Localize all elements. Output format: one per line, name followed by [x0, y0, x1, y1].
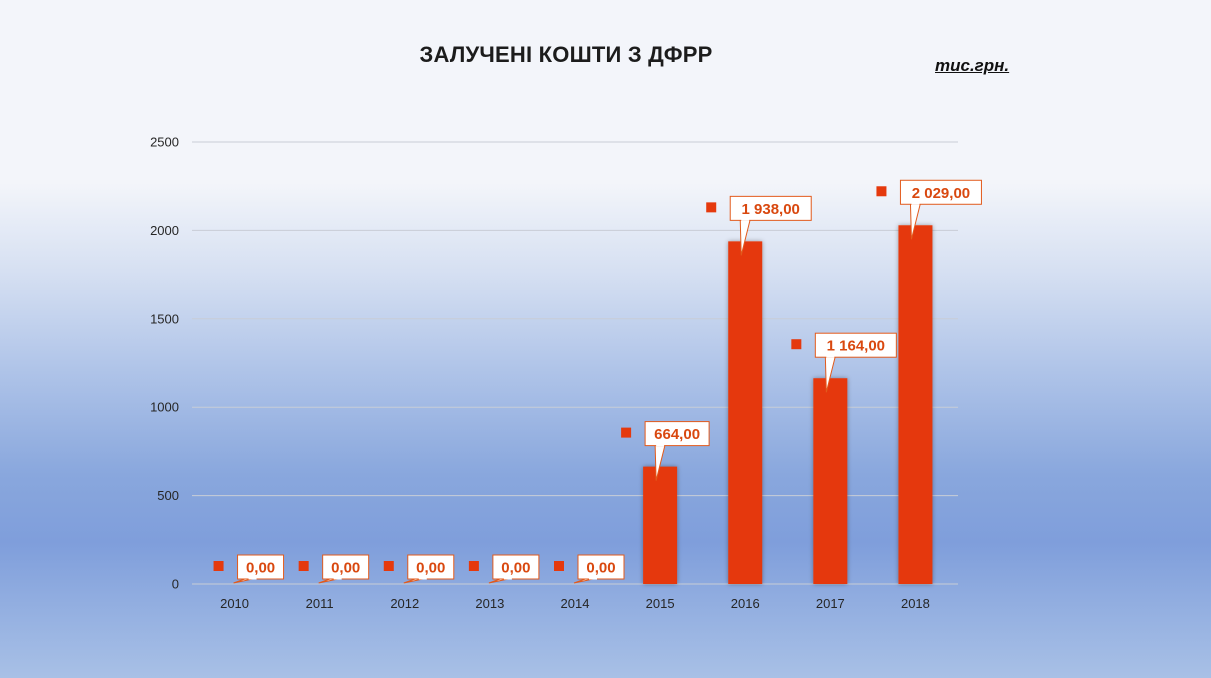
- data-label-marker: [383, 561, 394, 571]
- y-tick-label: 0: [172, 577, 179, 592]
- data-label-marker: [791, 339, 802, 350]
- data-label-text: 0,00: [246, 560, 275, 577]
- data-label-joint: [656, 444, 665, 447]
- data-label: 664,00: [644, 421, 710, 481]
- data-label-text: 0,00: [416, 560, 445, 577]
- data-label-marker: [621, 427, 632, 438]
- data-label-text: 0,00: [586, 560, 615, 577]
- bar: [813, 378, 848, 584]
- data-label-marker: [213, 561, 224, 571]
- data-label-text: 1 164,00: [827, 338, 885, 355]
- data-label-box: [322, 554, 370, 580]
- data-label: 0,00: [318, 554, 370, 584]
- data-label: 0,00: [403, 554, 455, 584]
- data-label: 0,00: [233, 554, 285, 584]
- data-label: 0,00: [573, 554, 625, 584]
- data-label-box: [577, 554, 625, 580]
- data-label-marker: [554, 561, 564, 571]
- data-label-marker: [706, 202, 717, 213]
- data-label-joint: [911, 202, 920, 205]
- x-tick-label: 2018: [901, 596, 930, 611]
- data-label-marker: [298, 561, 309, 571]
- data-label-text: 664,00: [654, 426, 700, 443]
- data-label: 1 938,00: [729, 195, 812, 256]
- chart-title: ЗАЛУЧЕНІ КОШТИ З ДФРР: [419, 42, 713, 67]
- data-label-joint: [333, 577, 342, 580]
- unit-label: тис.грн.: [935, 56, 1010, 75]
- data-label-text: 2 029,00: [912, 185, 970, 202]
- y-tick-label: 1500: [150, 311, 179, 326]
- data-label-marker: [468, 561, 479, 571]
- bar: [728, 241, 763, 584]
- data-label-text: 1 938,00: [742, 201, 800, 218]
- data-label: 2 029,00: [899, 179, 982, 240]
- data-label-text: 0,00: [331, 560, 360, 577]
- data-label-joint: [589, 577, 597, 580]
- data-label-box: [729, 195, 812, 221]
- data-label-joint: [418, 577, 427, 580]
- x-tick-label: 2011: [306, 596, 334, 611]
- data-label-joint: [503, 577, 512, 580]
- data-label-box: [237, 554, 285, 580]
- x-tick-label: 2017: [816, 596, 845, 611]
- y-tick-label: 2500: [150, 135, 179, 150]
- x-tick-label: 2010: [220, 596, 249, 611]
- x-tick-label: 2012: [390, 596, 419, 611]
- data-label-box: [644, 421, 710, 447]
- x-tick-label: 2016: [731, 596, 760, 611]
- data-label-joint: [248, 577, 257, 580]
- data-label-marker: [876, 186, 887, 197]
- data-label-box: [814, 332, 897, 358]
- y-tick-label: 1000: [150, 400, 179, 415]
- bar: [643, 466, 678, 584]
- data-label-joint: [826, 355, 835, 358]
- y-tick-label: 2000: [150, 223, 179, 238]
- x-tick-label: 2015: [646, 596, 675, 611]
- data-label-text: 0,00: [501, 560, 530, 577]
- data-label-box: [407, 554, 455, 580]
- y-tick-label: 500: [157, 488, 179, 503]
- data-label-box: [492, 554, 540, 580]
- data-label: 1 164,00: [814, 332, 897, 393]
- x-tick-label: 2014: [561, 596, 590, 611]
- data-label-joint: [741, 218, 750, 221]
- x-tick-label: 2013: [475, 596, 504, 611]
- data-label-box: [899, 179, 982, 205]
- data-label: 0,00: [488, 554, 540, 584]
- bar: [898, 225, 933, 584]
